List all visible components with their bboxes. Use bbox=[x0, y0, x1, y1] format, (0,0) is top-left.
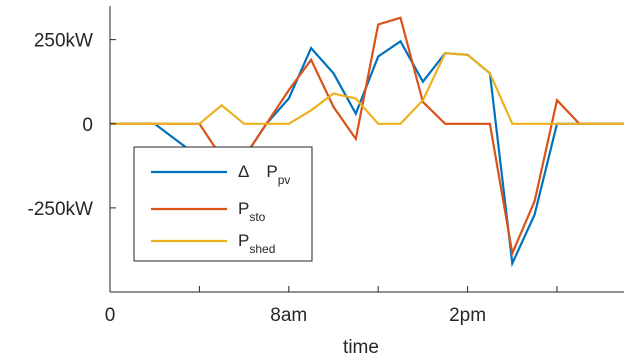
y-tick-label: 250kW bbox=[34, 31, 93, 52]
legend-label-main: Δ P bbox=[238, 162, 278, 181]
legend-label-main: P bbox=[238, 199, 249, 218]
y-tick-label: -250kW bbox=[28, 199, 94, 220]
x-tick-label: 8am bbox=[270, 305, 307, 326]
legend-label-subscript: sto bbox=[249, 210, 265, 224]
legend-label-0: Δ Ppv bbox=[238, 162, 290, 187]
legend-label-1: Psto bbox=[238, 199, 266, 224]
tick-layer: 250kW 0 -250kW 0 8am 2pm bbox=[28, 31, 558, 326]
series-line-2 bbox=[110, 51, 624, 125]
legend-label-subscript: shed bbox=[249, 242, 275, 256]
x-axis-label: time bbox=[343, 337, 379, 358]
legend-label-main: P bbox=[238, 231, 249, 250]
axis-layer bbox=[109, 6, 624, 293]
y-tick-label: 0 bbox=[82, 115, 93, 136]
legend-label-subscript: pv bbox=[278, 173, 291, 187]
x-tick-label: 2pm bbox=[449, 305, 486, 326]
x-tick-label: 0 bbox=[105, 305, 116, 326]
legend-label-2: Pshed bbox=[238, 231, 275, 256]
legend-box bbox=[133, 146, 313, 262]
